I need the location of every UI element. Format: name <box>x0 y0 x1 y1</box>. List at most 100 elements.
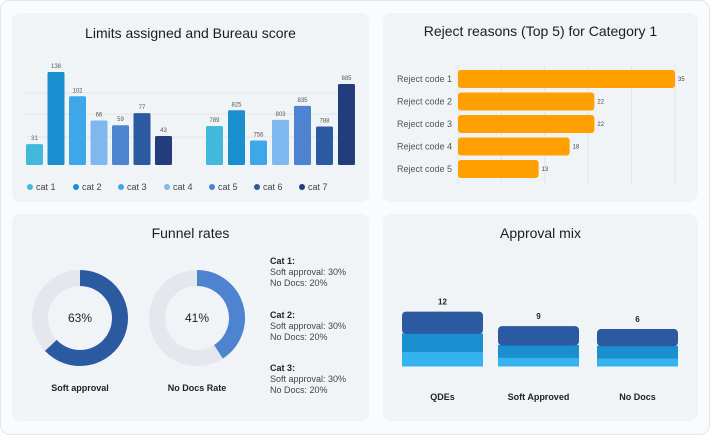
bureau-bar-label: 825 <box>231 102 242 108</box>
reject-category-label: Reject code 5 <box>397 164 452 174</box>
stack-total-label: 9 <box>536 312 541 321</box>
reject-bar-label: 22 <box>597 100 604 106</box>
legend-swatch <box>73 184 79 190</box>
limits-bar-label: 66 <box>96 113 103 119</box>
legend-label: cat 6 <box>263 182 283 192</box>
cat-note-line: No Docs: 20% <box>270 278 328 288</box>
legend-swatch <box>164 184 170 190</box>
bureau-bar <box>228 110 245 165</box>
cat-note-1: Cat 1: Soft approval: 30% No Docs: 20% <box>270 256 346 289</box>
cat-note-3: Cat 3: Soft approval: 30% No Docs: 20% <box>270 363 346 396</box>
bureau-bar <box>316 126 333 165</box>
reject-bar <box>458 70 675 88</box>
reject-bar-label: 35 <box>678 77 685 83</box>
reject-bar <box>458 137 570 156</box>
cat-note-2: Cat 2: Soft approval: 30% No Docs: 20% <box>270 310 346 343</box>
limits-bar-label: 102 <box>72 88 83 94</box>
stack-segment <box>498 344 579 358</box>
stack-segment <box>597 358 678 367</box>
bureau-bar-label: 803 <box>275 112 286 118</box>
legend-label: cat 1 <box>36 182 56 192</box>
legend-swatch <box>299 184 305 190</box>
stack-segment <box>402 351 483 367</box>
approval-mix-title: Approval mix <box>500 225 581 241</box>
limits-bar <box>47 72 65 165</box>
bureau-bar <box>272 119 289 165</box>
legend-label: cat 2 <box>82 182 102 192</box>
stack-segment <box>597 345 678 359</box>
cat-note-heading: Cat 2: <box>270 310 296 320</box>
donut-value: 63% <box>68 311 92 325</box>
stack-category-label: Soft Approved <box>508 392 570 402</box>
bureau-bar <box>338 84 355 165</box>
reject-category-label: Reject code 4 <box>397 142 452 152</box>
legend-label: cat 7 <box>308 182 328 192</box>
limits-bar-label: 77 <box>139 105 146 111</box>
cat-note-heading: Cat 3: <box>270 363 296 373</box>
limits-bar <box>90 120 108 165</box>
reject-bar-label: 13 <box>542 167 549 173</box>
limits-bureau-panel: Limits assigned and Bureau score 31 138 10… <box>12 13 369 202</box>
stack-category-label: No Docs <box>619 392 656 402</box>
bureau-bar-label: 885 <box>341 76 352 82</box>
bureau-bar <box>250 140 267 165</box>
legend-label: cat 5 <box>218 182 238 192</box>
legend-swatch <box>254 184 260 190</box>
reject-category-label: Reject code 3 <box>397 119 452 129</box>
limits-bureau-title: Limits assigned and Bureau score <box>85 25 296 41</box>
bureau-bar <box>206 126 223 165</box>
reject-reasons-panel: Reject reasons (Top 5) for Category 1 Re… <box>383 13 698 202</box>
limits-bar-label: 59 <box>117 117 124 123</box>
limits-bar <box>155 136 172 165</box>
funnel-rates-panel: Funnel rates 63% Soft approval 41% No Docs … <box>12 214 369 421</box>
bureau-bar <box>294 105 311 165</box>
bureau-bar-label: 835 <box>297 98 308 104</box>
limits-bar <box>112 125 129 165</box>
limits-bar <box>26 144 43 165</box>
limits-bar <box>133 113 151 165</box>
cat-note-line: Soft approval: 30% <box>270 321 347 331</box>
limits-bar <box>69 96 86 165</box>
donut-label: Soft approval <box>51 383 109 393</box>
donut-value: 41% <box>185 311 209 325</box>
stack-segment <box>402 333 483 352</box>
cat-note-line: No Docs: 20% <box>270 385 328 395</box>
bureau-bar-label: 756 <box>253 132 264 138</box>
cat-note-line: Soft approval: 30% <box>270 374 347 384</box>
cat-note-heading: Cat 1: <box>270 256 296 266</box>
limits-bar-label: 138 <box>51 64 62 70</box>
reject-bar-label: 18 <box>573 145 580 151</box>
reject-category-label: Reject code 2 <box>397 97 452 107</box>
legend-label: cat 4 <box>173 182 193 192</box>
stack-segment <box>498 357 579 367</box>
stack-total-label: 6 <box>635 315 640 324</box>
stack-segment <box>597 329 678 347</box>
stack-category-label: QDEs <box>430 392 455 402</box>
legend-label: cat 3 <box>127 182 147 192</box>
stack-segment <box>498 326 579 346</box>
approval-mix-chart: 12 QDEs 9 Soft Approved 6 No Docs <box>402 298 678 402</box>
donut-arc <box>45 270 128 366</box>
legend-swatch <box>209 184 215 190</box>
stack-total-label: 12 <box>438 298 447 307</box>
bureau-bar-label: 788 <box>319 118 330 124</box>
legend-swatch <box>118 184 124 190</box>
funnel-rates-title: Funnel rates <box>151 225 230 241</box>
funnel-donut-chart: 63% Soft approval 41% No Docs Rate <box>32 270 245 393</box>
reject-reasons-title: Reject reasons (Top 5) for Category 1 <box>423 23 658 39</box>
donut-arc <box>196 270 245 359</box>
reject-bar <box>458 92 595 111</box>
cat-note-line: No Docs: 20% <box>270 332 328 342</box>
limits-bar-label: 43 <box>160 128 167 134</box>
stack-segment <box>402 311 483 334</box>
approval-mix-panel: Approval mix 12 QDEs 9 Soft Approved 6 No Doc… <box>383 214 698 421</box>
reject-bar <box>458 115 595 133</box>
limits-bar-label: 31 <box>31 136 38 142</box>
limits-bureau-chart: 31 138 102 66 59 77 43 789 825 756 803 835 788 885 cat… <box>26 64 355 192</box>
reject-category-label: Reject code 1 <box>397 74 452 84</box>
donut-label: No Docs Rate <box>168 383 227 393</box>
reject-reasons-chart: Reject code 1 35 Reject code 2 22 Reject cod… <box>397 65 685 185</box>
reject-bar <box>458 160 539 178</box>
reject-bar-label: 22 <box>597 122 604 128</box>
cat-note-line: Soft approval: 30% <box>270 267 347 277</box>
